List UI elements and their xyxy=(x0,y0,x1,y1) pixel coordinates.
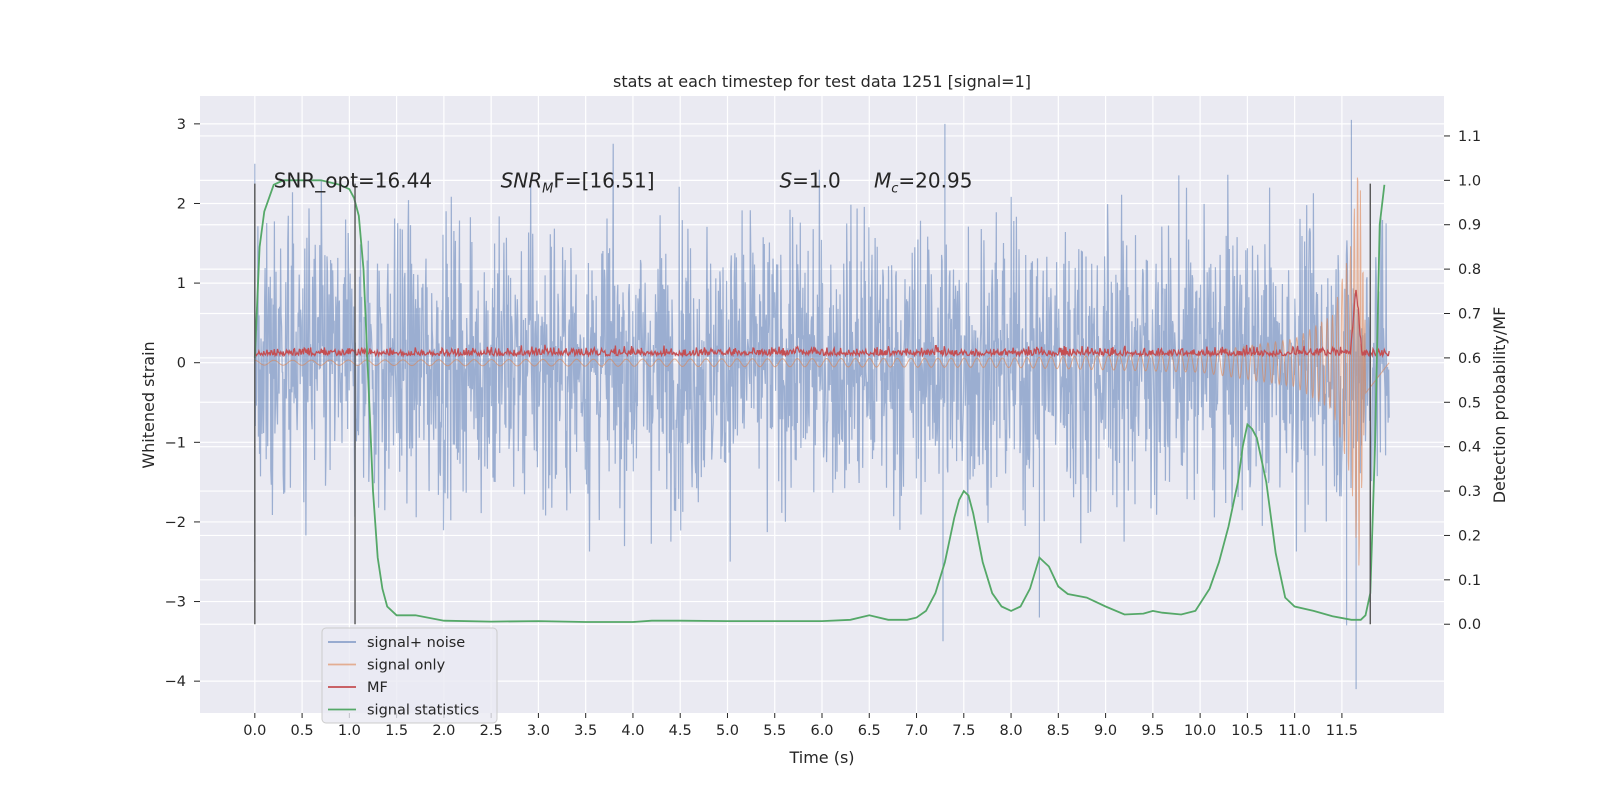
x-tick-label: 1.0 xyxy=(338,723,361,739)
y-tick-label: −3 xyxy=(165,595,186,611)
chart-title: stats at each timestep for test data 125… xyxy=(613,72,1031,91)
y-right-tick-label: 0.5 xyxy=(1458,395,1481,411)
annotation-text: Mc=20.95 xyxy=(874,169,972,197)
y-right-tick-label: 0.8 xyxy=(1458,262,1481,278)
series-mf xyxy=(254,289,1390,359)
y-tick-label: 3 xyxy=(177,117,186,133)
x-tick-label: 0.5 xyxy=(291,723,314,739)
y-right-tick-label: 0.7 xyxy=(1458,307,1481,323)
y-right-tick-label: 0.0 xyxy=(1458,617,1481,633)
y-right-tick-label: 0.9 xyxy=(1458,218,1481,234)
vertical-markers xyxy=(254,183,1371,625)
y-tick-label: 2 xyxy=(177,196,186,212)
x-tick-label: 1.5 xyxy=(385,723,408,739)
x-tick-label: 7.5 xyxy=(952,723,975,739)
x-tick-label: 2.5 xyxy=(480,723,503,739)
y-axis-label: Whitened strain xyxy=(139,341,158,468)
y-right-tick-label: 0.3 xyxy=(1458,484,1481,500)
y-right-tick-label: 0.4 xyxy=(1458,440,1481,456)
legend-box xyxy=(321,627,498,724)
x-tick-label: 3.5 xyxy=(574,723,597,739)
annotations: SNR_opt=16.44 SNRMF=[16.51] S=1.0 Mc=20.95 xyxy=(274,169,973,197)
x-tick-label: 3.0 xyxy=(527,723,550,739)
tick-labels: 0.0 0.5 1.0 1.5 2.0 2.5 3.0 3.5 4.0 4.5 5.0 5.5 6.0 6… xyxy=(165,117,1481,739)
x-tick-label: 2.0 xyxy=(432,723,455,739)
x-tick-label: 7.0 xyxy=(905,723,928,739)
y-right-tick-label: 1.1 xyxy=(1458,129,1481,145)
y-tick-label: −1 xyxy=(165,435,186,451)
x-tick-label: 10.5 xyxy=(1231,723,1263,739)
x-tick-label: 0.0 xyxy=(243,723,266,739)
annotation-text: SNRMF=[16.51] xyxy=(501,169,655,197)
x-tick-label: 6.5 xyxy=(858,723,881,739)
x-tick-label: 4.5 xyxy=(669,723,692,739)
x-axis-label: Time (s) xyxy=(788,748,854,767)
x-tick-label: 9.0 xyxy=(1094,723,1117,739)
x-tick-label: 11.5 xyxy=(1326,723,1358,739)
x-tick-label: 8.5 xyxy=(1047,723,1070,739)
y-right-tick-label: 0.2 xyxy=(1458,528,1481,544)
x-tick-label: 8.0 xyxy=(1000,723,1023,739)
x-tick-label: 4.0 xyxy=(621,723,644,739)
y-tick-label: 0 xyxy=(177,356,186,372)
y-right-tick-label: 0.1 xyxy=(1458,573,1481,589)
legend-label: MF xyxy=(367,680,388,696)
x-tick-label: 5.5 xyxy=(763,723,786,739)
x-tick-label: 6.0 xyxy=(810,723,833,739)
legend-label: signal+ noise xyxy=(367,635,465,651)
y-right-tick-label: 0.6 xyxy=(1458,351,1481,367)
series-signal-statistics xyxy=(253,179,1386,623)
y-axis-right-label: Detection probability/MF xyxy=(1490,307,1509,504)
y-tick-label: −2 xyxy=(165,515,186,531)
legend: signal+ noise signal only MF signal statist… xyxy=(321,627,498,724)
y-right-tick-label: 1.0 xyxy=(1458,173,1481,189)
legend-label: signal statistics xyxy=(367,703,479,719)
annotation-text: SNR_opt=16.44 xyxy=(274,169,432,193)
annotation-text: S=1.0 xyxy=(779,169,840,193)
x-tick-label: 5.0 xyxy=(716,723,739,739)
y-tick-label: −4 xyxy=(165,674,186,690)
y-tick-label: 1 xyxy=(177,276,186,292)
x-tick-label: 11.0 xyxy=(1278,723,1310,739)
legend-label: signal only xyxy=(367,658,446,674)
x-tick-label: 10.0 xyxy=(1184,723,1216,739)
x-tick-label: 9.5 xyxy=(1141,723,1164,739)
